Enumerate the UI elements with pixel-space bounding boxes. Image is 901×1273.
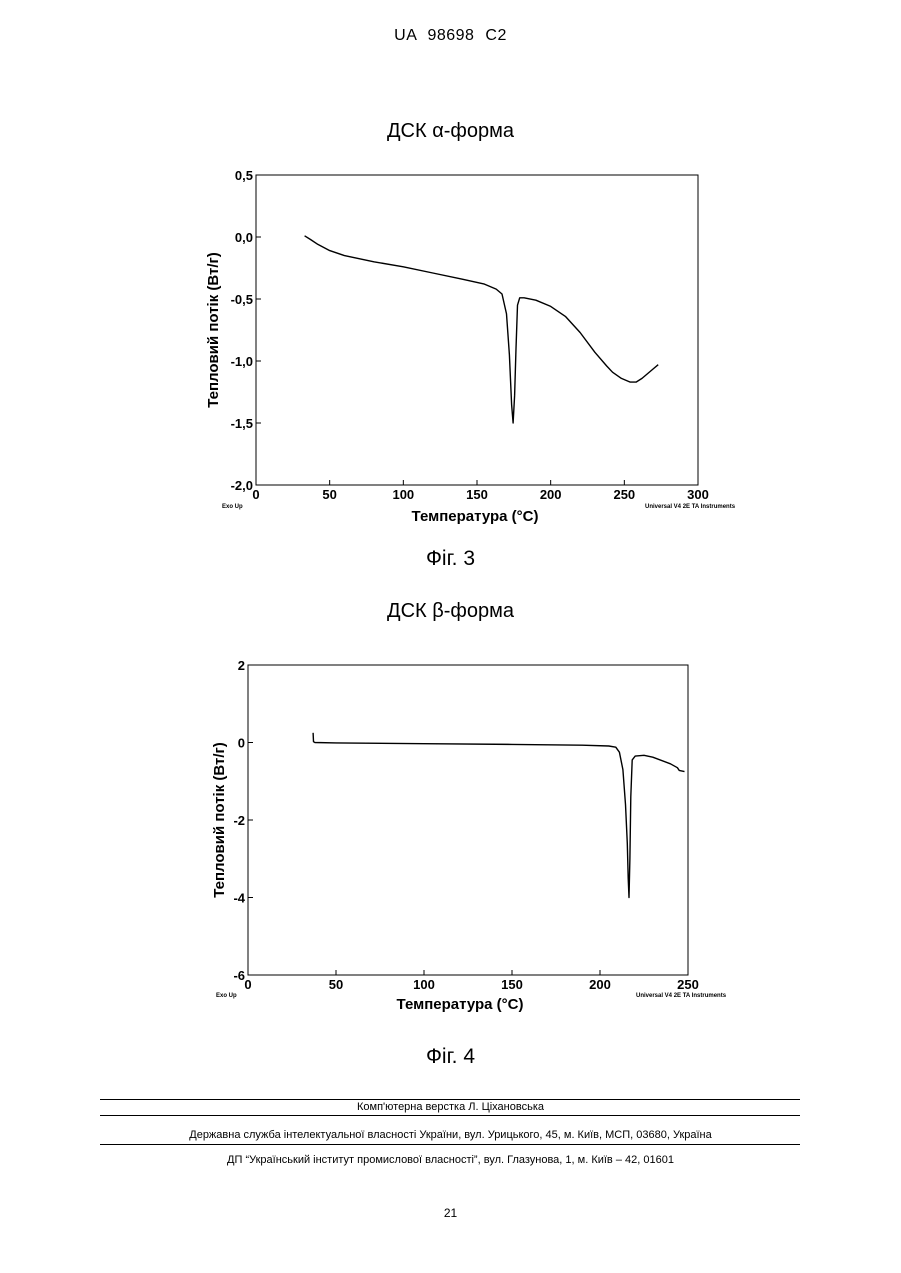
figure-4-title: ДСК β-форма (0, 600, 901, 623)
x-tick-label: 0 (252, 487, 259, 502)
chart-marks: 0 50 100 150 200 250 2 0 -2 -4 -6 (233, 658, 698, 992)
instrument-label: Universal V4 2E TA Instruments (645, 504, 736, 510)
y-tick-label: 2 (238, 658, 245, 673)
x-tick-label: 50 (329, 977, 343, 992)
x-tick-label: 150 (466, 487, 488, 502)
y-tick-label: 0,5 (235, 168, 253, 183)
x-tick-label: 100 (392, 487, 414, 502)
patent-number: UA 98698 C2 (0, 27, 901, 45)
exo-up-label: Exo Up (222, 504, 243, 510)
x-axis-label: Температура (°C) (412, 508, 539, 525)
page-number: 21 (0, 1206, 901, 1220)
layout-credit: Комп'ютерна верстка Л. Ціхановська (0, 1101, 901, 1113)
y-tick-label: 0,0 (235, 230, 253, 245)
chart-marks: 0 50 100 150 200 250 300 0,5 0,0 -0,5 -1,0 -1,5 -2,0 (231, 168, 709, 502)
patent-office-address: Державна служба інтелектуальної власност… (0, 1129, 901, 1141)
x-tick-label: 200 (540, 487, 562, 502)
footer-rule-top (100, 1099, 800, 1100)
y-tick-label: -2 (233, 813, 245, 828)
x-tick-label: 200 (589, 977, 611, 992)
figure-3-title: ДСК α-форма (0, 120, 901, 143)
x-tick-label: 300 (687, 487, 709, 502)
y-axis-label: Тепловий потік (Вт/г) (211, 742, 228, 898)
footer-rule-middle (100, 1115, 800, 1116)
dsc-beta-chart: Тепловий потік (Вт/г) Температура (°C) E… (200, 655, 760, 1020)
footer-rule-bottom (100, 1144, 800, 1145)
y-tick-label: -2,0 (231, 478, 253, 493)
y-tick-label: -4 (233, 891, 245, 906)
x-tick-label: 50 (322, 487, 336, 502)
y-tick-label: -1,5 (231, 416, 253, 431)
plot-frame (248, 665, 688, 975)
x-tick-label: 0 (244, 977, 251, 992)
dsc-curve (305, 236, 659, 423)
y-tick-label: -6 (233, 968, 245, 983)
x-tick-label: 250 (677, 977, 699, 992)
x-tick-label: 150 (501, 977, 523, 992)
y-tick-label: -0,5 (231, 292, 253, 307)
exo-up-label: Exo Up (216, 993, 237, 999)
plot-frame (256, 175, 698, 485)
x-tick-label: 100 (413, 977, 435, 992)
instrument-label: Universal V4 2E TA Instruments (636, 993, 727, 999)
figure-3-caption: Фіг. 3 (0, 547, 901, 571)
figure-4-caption: Фіг. 4 (0, 1045, 901, 1069)
y-axis-label: Тепловий потік (Вт/г) (205, 252, 222, 408)
dsc-curve (313, 733, 684, 898)
institute-address: ДП “Український інститут промислової вла… (0, 1154, 901, 1166)
y-tick-label: 0 (238, 736, 245, 751)
y-tick-label: -1,0 (231, 354, 253, 369)
x-axis-label: Температура (°C) (397, 996, 524, 1013)
x-tick-label: 250 (613, 487, 635, 502)
dsc-alpha-chart: Тепловий потік (Вт/г) Температура (°C) E… (200, 165, 760, 530)
